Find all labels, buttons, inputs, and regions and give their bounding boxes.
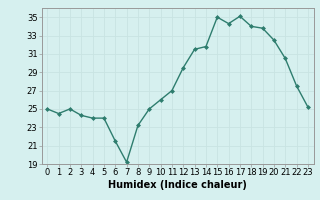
X-axis label: Humidex (Indice chaleur): Humidex (Indice chaleur) [108, 180, 247, 190]
